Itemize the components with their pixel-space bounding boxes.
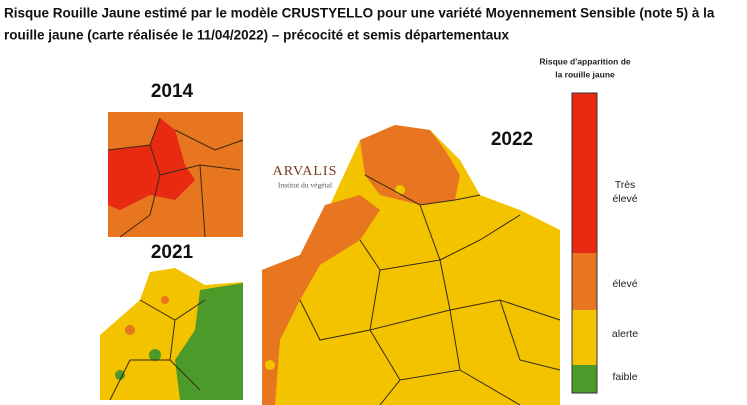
legend-title: la rouille jaune — [555, 69, 615, 79]
legend-title: Risque d'apparition de — [539, 56, 631, 66]
map-2021 — [100, 268, 243, 401]
legend-label: alerte — [612, 328, 638, 340]
map-year: 2014 — [151, 81, 194, 102]
legend-label: élevé — [612, 193, 637, 205]
map-year: 2021 — [151, 242, 194, 263]
legend-label: élevé — [612, 278, 637, 290]
legend-bar — [571, 92, 598, 394]
legend-label: faible — [612, 371, 637, 383]
title-line: rouille jaune (carte réalisée le 11/04/2… — [4, 28, 510, 43]
logo-subtitle: Institut du végétal — [278, 181, 332, 190]
map-2022 — [262, 125, 561, 405]
map-year: 2022 — [491, 129, 533, 150]
legend-label: Très — [615, 179, 636, 191]
map-2014 — [107, 112, 244, 238]
logo-name: ARVALIS — [273, 164, 338, 179]
title-line: Risque Rouille Jaune estimé par le modèl… — [4, 6, 715, 21]
